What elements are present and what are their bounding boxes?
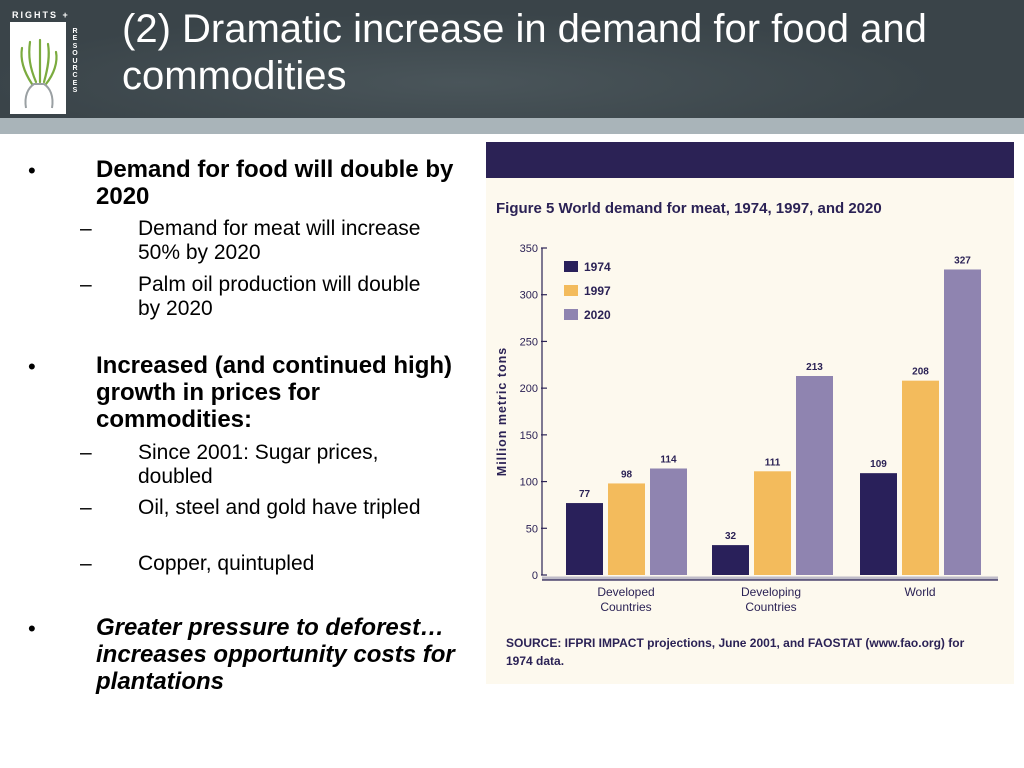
bar-value-label: 32: [725, 531, 737, 542]
sub-bullet-marker: –: [80, 552, 92, 575]
legend-swatch-1997: [564, 285, 578, 296]
x-category-label: Developing: [741, 585, 801, 599]
bullet-marker: •: [28, 354, 36, 379]
figure-header-band: [486, 142, 1014, 178]
sub-bullet-item: Demand for meat will increase 50% by 202…: [138, 217, 421, 264]
x-category-label: Countries: [745, 600, 796, 614]
sub-bullet-item: Palm oil production will double by 2020: [138, 273, 421, 320]
bar-2020: [944, 269, 981, 575]
slide-title: (2) Dramatic increase in demand for food…: [122, 7, 927, 98]
bar-1974: [860, 473, 897, 575]
bar-value-label: 327: [954, 255, 971, 266]
bar-value-label: 98: [621, 469, 633, 480]
bar-value-label: 213: [806, 362, 823, 373]
bullet-marker: •: [28, 158, 36, 183]
x-category-label: Developed: [597, 585, 654, 599]
sub-bullet-item: Oil, steel and gold have tripled: [138, 496, 421, 519]
legend-label: 1974: [584, 260, 611, 274]
bar-value-label: 114: [660, 454, 677, 465]
y-tick-label: 200: [520, 383, 538, 395]
chart-figure: Figure 5 World demand for meat, 1974, 19…: [486, 142, 1014, 684]
bullet-item: Greater pressure to deforest…increases o…: [96, 614, 455, 695]
legend-label: 2020: [584, 308, 611, 322]
source-note: 1974 data.: [506, 654, 564, 668]
bullet-item: Increased (and continued high) growth in…: [96, 352, 453, 433]
sub-bullet-marker: –: [80, 217, 92, 240]
sub-bullet-marker: –: [80, 496, 92, 519]
y-tick-label: 100: [520, 477, 538, 489]
bar-1974: [566, 503, 603, 575]
hands-icon: [20, 38, 58, 109]
x-category-label: Countries: [600, 600, 651, 614]
bar-value-label: 111: [765, 457, 781, 468]
bullet-marker: •: [28, 616, 36, 641]
logo-emblem: [10, 22, 66, 114]
bar-value-label: 77: [579, 489, 591, 500]
bar-value-label: 109: [870, 459, 887, 470]
x-category-label: World: [904, 585, 935, 599]
legend-swatch-2020: [564, 309, 578, 320]
y-tick-label: 350: [520, 243, 538, 255]
sub-bullet-item: Copper, quintupled: [138, 552, 315, 575]
y-axis-title: Million metric tons: [495, 347, 509, 476]
bar-1997: [902, 380, 939, 575]
logo-side-text: R E S O U R C E S: [72, 28, 78, 95]
bar-2020: [650, 468, 687, 575]
bar-chart: Figure 5 World demand for meat, 1974, 19…: [495, 200, 998, 668]
bar-2020: [796, 375, 833, 575]
bar-1997: [754, 471, 791, 575]
y-tick-label: 250: [520, 336, 538, 348]
bar-value-label: 208: [912, 367, 929, 378]
header-divider: [0, 118, 1024, 134]
chart-title: Figure 5 World demand for meat, 1974, 19…: [496, 200, 882, 217]
y-tick-label: 0: [532, 570, 538, 582]
logo-top-text: RIGHTS +: [12, 10, 70, 20]
bar-1974: [712, 545, 749, 575]
sub-bullet-marker: –: [80, 441, 92, 464]
sub-bullet-item: Since 2001: Sugar prices, doubled: [138, 441, 379, 488]
sub-bullet-marker: –: [80, 273, 92, 296]
y-tick-label: 50: [526, 523, 538, 535]
rights-resources-logo: RIGHTS + R E S O U R C E S: [4, 6, 88, 114]
bullet-item: Demand for food will double by 2020: [96, 156, 454, 210]
bar-1997: [608, 483, 645, 575]
legend-swatch-1974: [564, 261, 578, 272]
source-note: SOURCE: IFPRI IMPACT projections, June 2…: [506, 636, 965, 650]
y-tick-label: 150: [520, 430, 538, 442]
legend-label: 1997: [584, 284, 611, 298]
y-tick-label: 300: [520, 290, 538, 302]
slide-header: RIGHTS + R E S O U R C E S (2) Dramatic …: [0, 0, 1024, 118]
